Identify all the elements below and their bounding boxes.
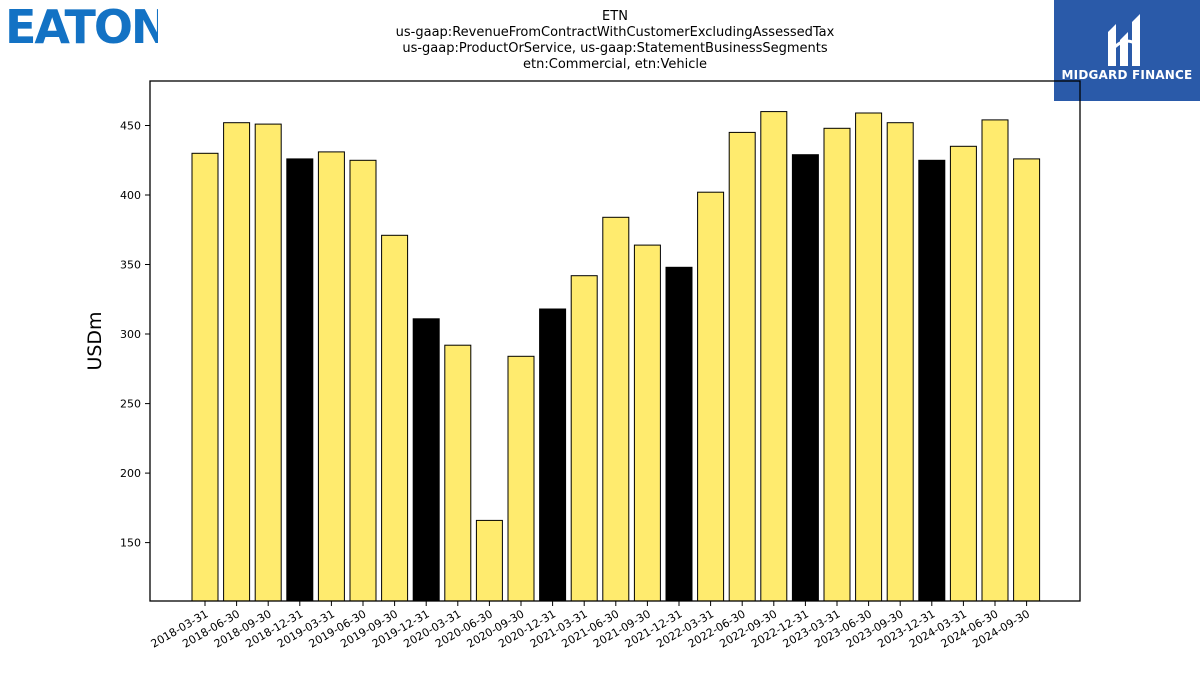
bar-2023-12-31 — [918, 159, 946, 602]
chart-title-line: us-gaap:ProductOrService, us-gaap:Statem… — [402, 41, 828, 56]
midgard-logo-text: MIDGARD FINANCE — [1061, 68, 1193, 82]
chart-title-line: ETN — [602, 9, 628, 24]
midgard-emblem-icon — [1108, 14, 1140, 66]
chart-title-line: us-gaap:RevenueFromContractWithCustomerE… — [396, 25, 835, 40]
y-tick-label: 250 — [120, 398, 141, 411]
bar-2020-06-30 — [475, 519, 503, 602]
bar-2023-09-30 — [886, 122, 914, 602]
bar-2019-03-31 — [317, 151, 345, 602]
bar-2021-09-30 — [633, 244, 661, 602]
x-axis: 2018-03-312018-06-302018-09-302018-12-31… — [149, 601, 1032, 651]
bar-2022-03-31 — [697, 191, 725, 602]
bar-2020-12-31 — [539, 308, 567, 602]
bar-2023-03-31 — [823, 127, 851, 602]
bars — [191, 111, 1041, 602]
bar-2021-12-31 — [665, 266, 693, 602]
bar-2018-03-31 — [191, 152, 219, 602]
plot-frame — [149, 80, 1081, 602]
y-tick-label: 350 — [120, 259, 141, 272]
y-tick-label: 450 — [120, 120, 141, 133]
y-tick-label: 300 — [120, 328, 141, 341]
y-tick-label: 150 — [120, 537, 141, 550]
bar-2022-09-30 — [760, 111, 788, 602]
chart-title: ETNus-gaap:RevenueFromContractWithCustom… — [396, 9, 835, 72]
y-axis: 150 200 250 300 350 400 450 — [120, 120, 150, 550]
bar-2018-06-30 — [223, 122, 251, 602]
eaton-logo: EATON — [5, 5, 158, 46]
bar-2022-06-30 — [728, 131, 756, 602]
bar-2018-09-30 — [254, 123, 282, 602]
y-tick-label: 400 — [120, 189, 141, 202]
y-tick-label: 200 — [120, 467, 141, 480]
bar-2022-12-31 — [791, 154, 819, 602]
y-axis-label: USDm — [84, 311, 106, 370]
bar-2024-09-30 — [1013, 158, 1041, 602]
bar-2021-06-30 — [602, 216, 630, 602]
eaton-logo-text: EATON — [5, 5, 158, 46]
bar-2019-09-30 — [381, 234, 409, 602]
bar-2019-06-30 — [349, 159, 377, 602]
bar-2021-03-31 — [570, 275, 598, 602]
chart-title-line: etn:Commercial, etn:Vehicle — [523, 57, 707, 72]
bar-2018-12-31 — [286, 158, 314, 602]
bar-2020-09-30 — [507, 355, 535, 602]
midgard-finance-logo: MIDGARD FINANCE — [1054, 0, 1200, 101]
bar-2023-06-30 — [855, 112, 883, 602]
bar-2019-12-31 — [412, 318, 440, 602]
bar-2020-03-31 — [444, 344, 472, 602]
bar-2024-06-30 — [981, 119, 1009, 602]
bar-2024-03-31 — [949, 145, 977, 602]
